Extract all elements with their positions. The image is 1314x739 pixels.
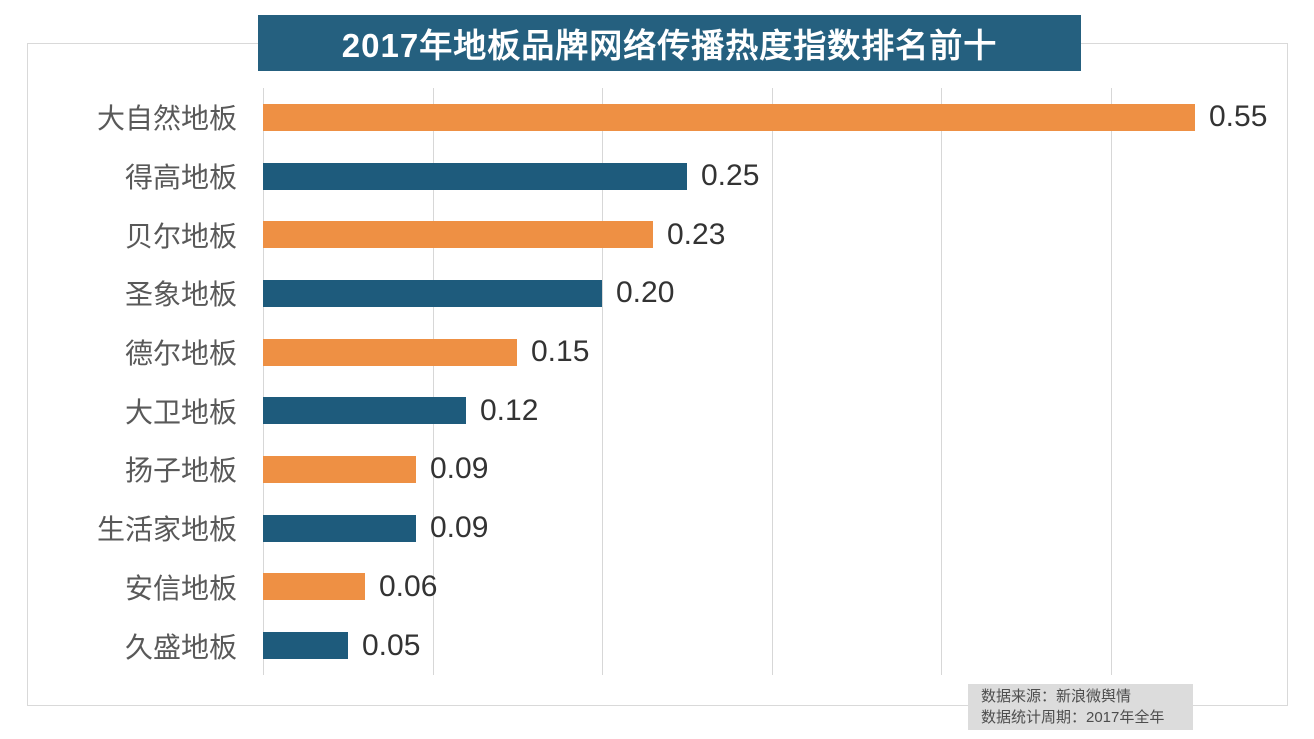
bar-value-label: 0.55 (1209, 100, 1268, 134)
bar (263, 279, 602, 307)
category-label-row: 大卫地板 (27, 381, 263, 440)
gridline (1111, 88, 1112, 675)
category-label-row: 大自然地板 (27, 88, 263, 147)
gridline (772, 88, 773, 675)
category-label-row: 贝尔地板 (27, 205, 263, 264)
bar-row: 0.55 (263, 88, 1288, 147)
bar-value-label: 0.25 (701, 159, 760, 193)
bar (263, 397, 466, 425)
gridline (941, 88, 942, 675)
bar (263, 573, 365, 601)
bar-row: 0.20 (263, 264, 1288, 323)
bar-row: 0.15 (263, 323, 1288, 382)
bar-value-label: 0.05 (362, 628, 421, 662)
bar-value-label: 0.12 (480, 393, 539, 427)
data-period-line: 数据统计周期：2017年全年 (981, 709, 1165, 726)
category-label: 久盛地板 (124, 631, 237, 663)
gridline (263, 88, 264, 675)
chart-title: 2017年地板品牌网络传播热度指数排名前十 (341, 27, 998, 64)
gridline (602, 88, 603, 675)
category-label-row: 得高地板 (27, 147, 263, 206)
bar (263, 338, 517, 366)
data-source-line: 数据来源：新浪微舆情 (981, 688, 1132, 705)
category-label-row: 德尔地板 (27, 323, 263, 382)
bar-value-label: 0.09 (430, 452, 489, 486)
category-label-row: 扬子地板 (27, 440, 263, 499)
bar-row: 0.12 (263, 381, 1288, 440)
bar (263, 103, 1195, 131)
category-label: 得高地板 (124, 162, 237, 194)
category-label-row: 圣象地板 (27, 264, 263, 323)
category-label: 扬子地板 (124, 455, 237, 487)
bar-row: 0.06 (263, 558, 1288, 617)
bar (263, 162, 687, 190)
bar-row: 0.05 (263, 616, 1288, 675)
bar (263, 221, 653, 249)
bar (263, 632, 348, 660)
category-axis-labels: 大自然地板得高地板贝尔地板圣象地板德尔地板大卫地板扬子地板生活家地板安信地板久盛… (27, 88, 263, 675)
gridline (433, 88, 434, 675)
bar-value-label: 0.09 (430, 511, 489, 545)
bar-row: 0.23 (263, 205, 1288, 264)
category-label: 德尔地板 (124, 338, 237, 370)
bar-value-label: 0.20 (616, 276, 675, 310)
category-label: 安信地板 (124, 572, 237, 604)
bar-value-label: 0.06 (379, 569, 438, 603)
category-label: 贝尔地板 (124, 220, 237, 252)
category-label: 大卫地板 (124, 396, 237, 428)
bar-row: 0.25 (263, 147, 1288, 206)
category-label: 圣象地板 (124, 279, 237, 311)
category-label-row: 安信地板 (27, 558, 263, 617)
bar (263, 514, 416, 542)
bar-rows: 0.55 0.25 0.23 0.20 0.15 0.12 0.09 0.09 0.06 0.05 (263, 88, 1288, 675)
data-source-note: 数据来源：新浪微舆情 数据统计周期：2017年全年 (968, 684, 1193, 730)
chart-title-banner: 2017年地板品牌网络传播热度指数排名前十 (258, 15, 1081, 71)
bar-value-label: 0.23 (667, 217, 726, 251)
bar-row: 0.09 (263, 499, 1288, 558)
category-label-row: 生活家地板 (27, 499, 263, 558)
bar-row: 0.09 (263, 440, 1288, 499)
category-label-row: 久盛地板 (27, 616, 263, 675)
plot-area: 0.55 0.25 0.23 0.20 0.15 0.12 0.09 0.09 0.06 0.05 (263, 88, 1288, 675)
bar (263, 455, 416, 483)
plot-frame (27, 43, 1288, 706)
bar-value-label: 0.15 (531, 335, 590, 369)
category-label: 大自然地板 (96, 103, 237, 135)
category-label: 生活家地板 (96, 514, 237, 546)
